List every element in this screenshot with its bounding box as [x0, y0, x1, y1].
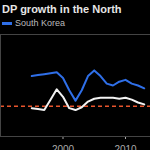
svg-text:2000: 2000	[52, 144, 75, 150]
svg-text:2010: 2010	[114, 144, 137, 150]
html-text:DP growth in the North: DP growth in the North	[2, 3, 122, 15]
html-text:South Korea: South Korea	[15, 18, 65, 28]
